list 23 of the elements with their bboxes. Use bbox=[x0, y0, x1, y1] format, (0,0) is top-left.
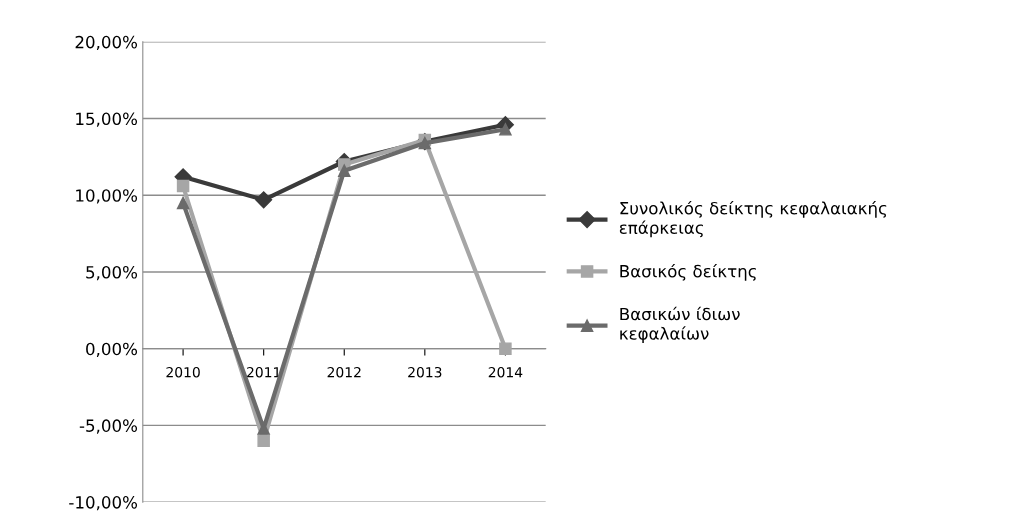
point bbox=[255, 191, 273, 209]
point bbox=[499, 342, 512, 355]
y-tick-label: -10,00% bbox=[69, 496, 138, 511]
point bbox=[257, 434, 270, 447]
y-tick-label: -5,00% bbox=[79, 419, 138, 434]
y-tick-label: 20,00% bbox=[75, 35, 138, 51]
x-tick-label: 2011 bbox=[247, 366, 281, 378]
legend-label: Βασικών ίδιων κεφαλαίων bbox=[620, 306, 740, 343]
y-tick-label: 5,00% bbox=[86, 265, 138, 281]
point bbox=[176, 179, 190, 193]
x-tick-label: 2010 bbox=[166, 366, 200, 378]
legend-label: Βασικός δείκτης bbox=[620, 263, 756, 281]
y-tick-label: 0,00% bbox=[86, 342, 138, 357]
point bbox=[257, 422, 270, 435]
y-tick-label: 15,00% bbox=[76, 112, 138, 127]
point bbox=[337, 164, 351, 177]
x-tick-label: 2013 bbox=[408, 366, 442, 378]
y-tick-label: 10,00% bbox=[76, 189, 138, 204]
legend-label: Συνολικός δείκτης κεφαλαιακής επάρκειας bbox=[619, 200, 887, 238]
x-tick-label: 2014 bbox=[488, 366, 523, 378]
x-tick-label: 2012 bbox=[327, 366, 361, 378]
point bbox=[176, 196, 190, 210]
point bbox=[499, 123, 512, 136]
